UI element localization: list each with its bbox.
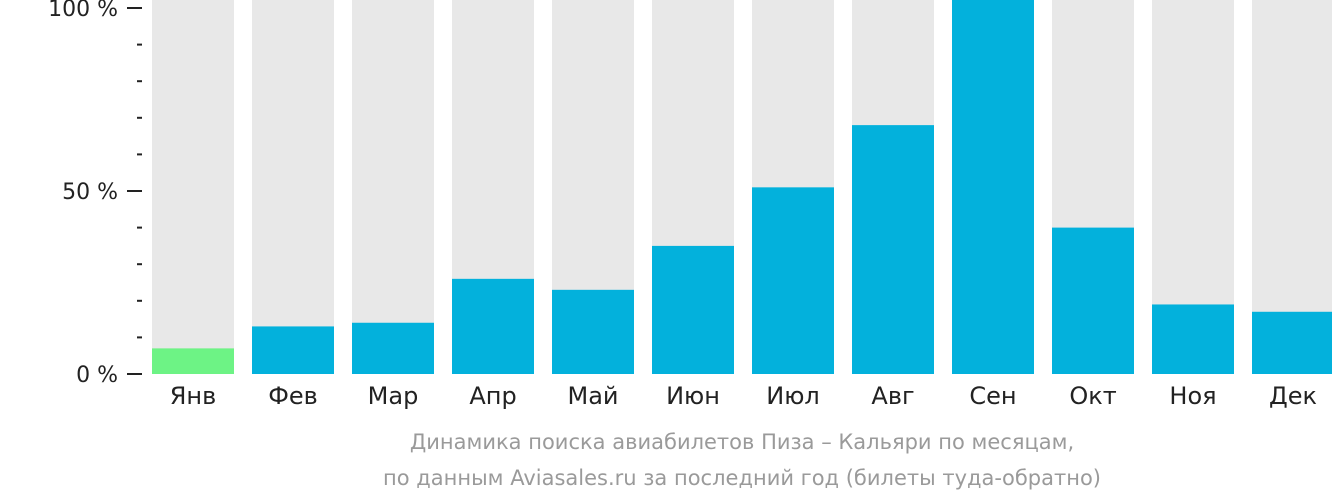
x-tick-label: Авг	[871, 382, 914, 410]
chart-caption-line-2: по данным Aviasales.ru за последний год …	[383, 466, 1101, 490]
bar-5[interactable]	[552, 289, 634, 374]
bar-3[interactable]	[352, 322, 434, 374]
x-tick-label: Мар	[368, 382, 419, 410]
x-tick-label: Янв	[170, 382, 217, 410]
x-tick-label: Сен	[969, 382, 1016, 410]
x-tick-label: Фев	[268, 382, 318, 410]
y-tick-label: 50 %	[62, 180, 118, 205]
bar-4[interactable]	[452, 278, 534, 374]
bars	[152, 0, 1332, 375]
bar-7[interactable]	[752, 187, 834, 374]
x-tick-label: Май	[567, 382, 618, 410]
chart-caption-line-1: Динамика поиска авиабилетов Пиза – Калья…	[409, 430, 1075, 454]
bar-track	[252, 0, 334, 374]
bar-12[interactable]	[1252, 311, 1332, 374]
y-tick-label: 0 %	[76, 363, 118, 388]
bar-2[interactable]	[252, 326, 334, 374]
bar-track	[1252, 0, 1332, 374]
x-tick-label: Окт	[1069, 382, 1116, 410]
x-tick-label: Июл	[766, 382, 820, 410]
bar-chart: 0 % 50 % 100 % Янв Фев Мар Апр Май Июн Июл Авг Сен…	[48, 0, 1332, 410]
y-axis: 0 % 50 % 100 %	[48, 0, 142, 388]
bar-9[interactable]	[952, 0, 1034, 374]
bar-10[interactable]	[1052, 227, 1134, 374]
bar-6[interactable]	[652, 245, 734, 374]
bar-track	[352, 0, 434, 374]
bar-track	[152, 0, 234, 374]
bar-1[interactable]	[152, 348, 234, 374]
category-labels: Янв Фев Мар Апр Май Июн Июл Авг Сен Окт Ноя Дек	[170, 382, 1317, 410]
x-tick-label: Июн	[666, 382, 720, 410]
y-tick-label: 100 %	[48, 0, 118, 22]
x-tick-label: Ноя	[1169, 382, 1216, 410]
x-tick-label: Дек	[1269, 382, 1317, 410]
bar-11[interactable]	[1152, 304, 1234, 374]
bar-8[interactable]	[852, 125, 934, 375]
x-tick-label: Апр	[469, 382, 516, 410]
